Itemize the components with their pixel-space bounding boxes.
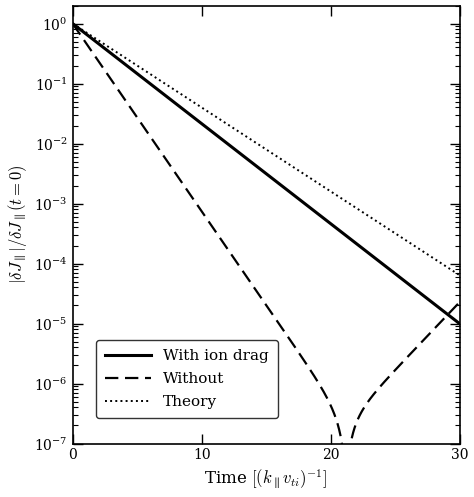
Without	[388, 372, 394, 378]
Without	[321, 390, 327, 396]
Without	[457, 299, 463, 305]
Theory	[457, 272, 463, 278]
Line: Theory: Theory	[73, 24, 460, 275]
Without	[302, 359, 308, 365]
With ion drag	[70, 21, 75, 27]
Theory	[140, 66, 146, 72]
With ion drag	[302, 201, 308, 207]
Without	[70, 21, 75, 27]
Without	[359, 409, 365, 415]
Theory	[70, 21, 75, 27]
Theory	[321, 184, 327, 190]
Without	[218, 236, 223, 242]
Y-axis label: $|\delta J_{\parallel}| / \delta J_{\parallel}(t=0)$: $|\delta J_{\parallel}| / \delta J_{\par…	[6, 165, 28, 284]
Theory	[359, 208, 365, 214]
With ion drag	[457, 321, 463, 327]
Line: With ion drag: With ion drag	[73, 24, 460, 324]
With ion drag	[321, 216, 327, 222]
With ion drag	[140, 75, 146, 81]
Legend: With ion drag, Without, Theory: With ion drag, Without, Theory	[96, 340, 278, 418]
Theory	[218, 117, 223, 123]
Line: Without: Without	[73, 24, 460, 497]
X-axis label: Time $[(k_{\parallel}v_{ti})^{-1}]$: Time $[(k_{\parallel}v_{ti})^{-1}]$	[204, 468, 328, 492]
With ion drag	[359, 245, 365, 250]
Theory	[302, 171, 308, 177]
Without	[140, 123, 146, 129]
With ion drag	[218, 135, 223, 141]
Theory	[388, 228, 394, 234]
With ion drag	[388, 267, 394, 273]
